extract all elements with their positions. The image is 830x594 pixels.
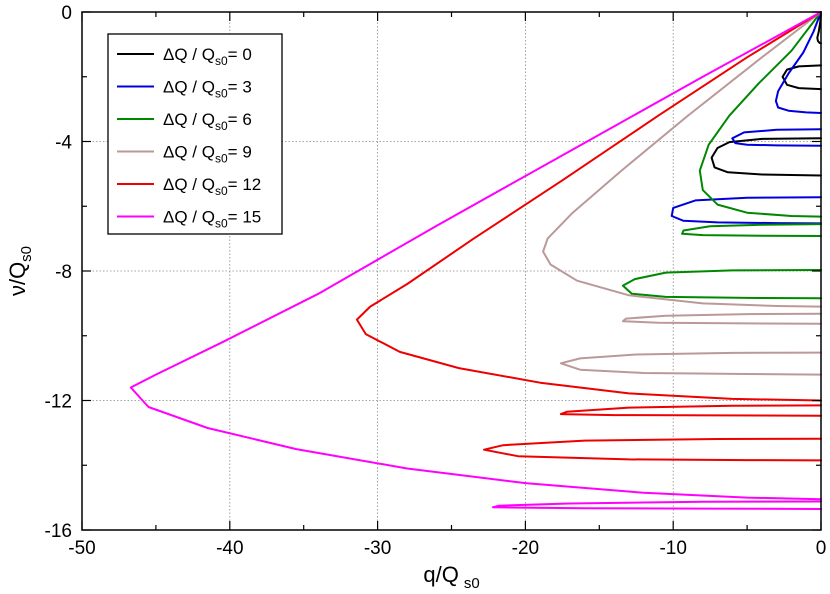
axis-ticks: -50 -40 -30 -20 -10 0-16-12-8-40 [45,3,827,559]
series-line-4-segment-2 [483,437,822,462]
series-line-2-segment-0 [698,11,822,218]
series-lines [129,11,822,510]
y-tick-label: -12 [45,392,72,413]
series-line-4-segment-0 [355,11,822,402]
series-line-3-segment-2 [559,351,822,376]
series-line-4-segment-1 [559,404,822,417]
y-tick-label: -8 [55,262,72,283]
series-line-5-segment-0 [129,11,822,501]
series-line-0-segment-1 [781,64,822,91]
x-tick-label: -20 [512,538,539,559]
legend-label: ΔQ / Qs0= 0 [163,45,252,68]
series-line-1-segment-0 [774,11,822,114]
series-line-3-segment-1 [621,312,822,325]
series-line-2-segment-1 [681,223,822,237]
series-line-2-segment-2 [621,269,822,300]
y-axis-label: ν/Qs0 [5,246,35,296]
legend-label: ΔQ / Qs0= 3 [163,78,252,101]
x-tick-label: -10 [659,538,686,559]
series-line-5-segment-1 [491,500,822,510]
x-axis-label: q/Q s0 [423,562,479,592]
y-tick-label: -4 [55,133,72,154]
legend-label: ΔQ / Qs0= 6 [163,110,252,133]
series-line-1-segment-1 [731,128,822,147]
x-tick-label: -30 [364,538,391,559]
x-tick-label: -40 [216,538,243,559]
series-line-1-segment-2 [670,196,822,225]
x-tick-label: -50 [68,538,95,559]
legend: ΔQ / Qs0= 0 ΔQ / Qs0= 3 ΔQ / Qs0= 6 ΔQ / Qs… [107,33,283,235]
legend-label: ΔQ / Qs0= 9 [163,143,252,166]
legend-label: ΔQ / Qs0= 15 [163,208,261,231]
x-tick-label: 0 [816,538,827,559]
series-line-0-segment-2 [710,137,822,177]
series-line-3-segment-0 [542,11,822,308]
y-tick-label: -16 [45,521,72,542]
legend-box [107,33,283,235]
y-tick-label: 0 [61,3,72,24]
legend-label: ΔQ / Qs0= 12 [163,175,261,198]
